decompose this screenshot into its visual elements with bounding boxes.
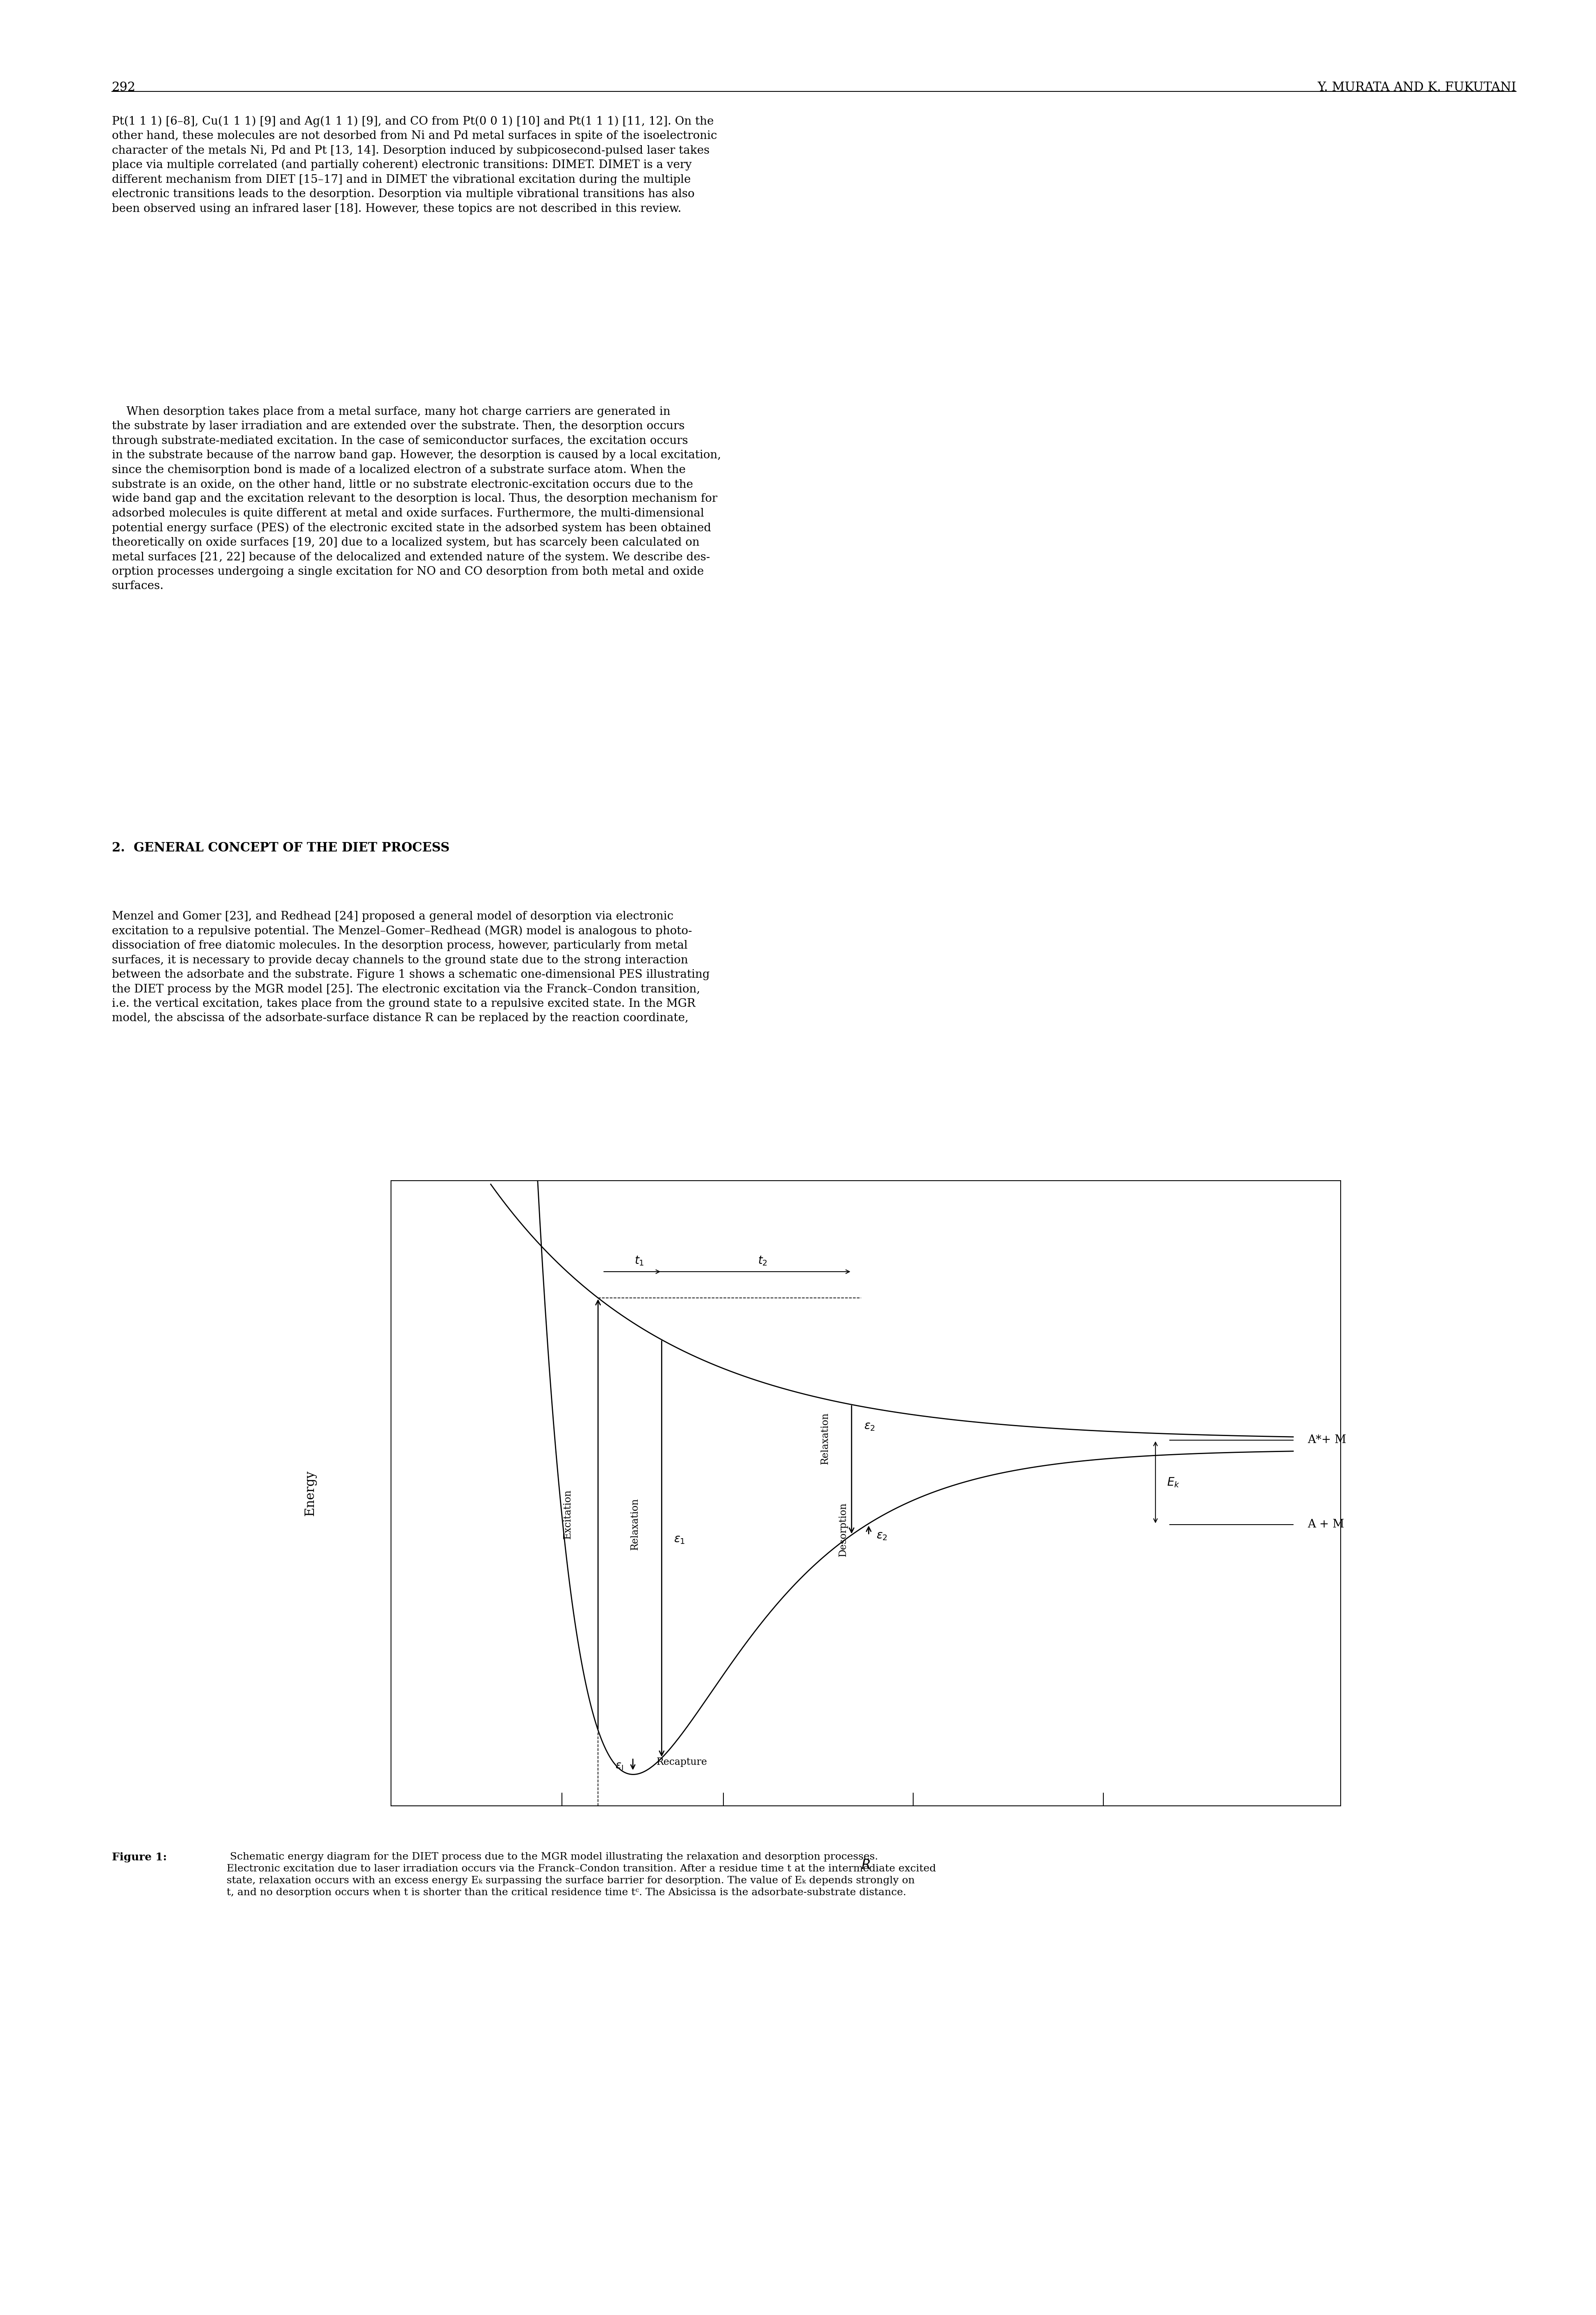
Text: Energy: Energy xyxy=(303,1470,316,1516)
Text: $E_k$: $E_k$ xyxy=(1167,1477,1179,1489)
Text: Recapture: Recapture xyxy=(656,1757,707,1766)
Text: 292: 292 xyxy=(112,81,136,93)
Text: Y. MURATA AND K. FUKUTANI: Y. MURATA AND K. FUKUTANI xyxy=(1317,81,1516,93)
Text: $R$: $R$ xyxy=(862,1859,870,1871)
Text: $t_2$: $t_2$ xyxy=(758,1255,768,1266)
Text: A + M: A + M xyxy=(1307,1519,1344,1530)
Text: Menzel and Gomer [23], and Redhead [24] proposed a general model of desorption v: Menzel and Gomer [23], and Redhead [24] … xyxy=(112,910,710,1023)
Text: Relaxation: Relaxation xyxy=(630,1498,640,1549)
Text: When desorption takes place from a metal surface, many hot charge carriers are g: When desorption takes place from a metal… xyxy=(112,407,721,593)
Text: $\varepsilon_{\rm I}$: $\varepsilon_{\rm I}$ xyxy=(614,1762,624,1771)
Text: Relaxation: Relaxation xyxy=(820,1412,830,1465)
Text: $\varepsilon_2$: $\varepsilon_2$ xyxy=(876,1530,887,1542)
Text: $t_1$: $t_1$ xyxy=(635,1255,645,1266)
Text: $\varepsilon_2$: $\varepsilon_2$ xyxy=(863,1421,875,1433)
Text: Pt(1 1 1) [6–8], Cu(1 1 1) [9] and Ag(1 1 1) [9], and CO from Pt(0 0 1) [10] and: Pt(1 1 1) [6–8], Cu(1 1 1) [9] and Ag(1 … xyxy=(112,116,717,215)
Text: Desorption: Desorption xyxy=(838,1502,847,1556)
Text: $\varepsilon_1$: $\varepsilon_1$ xyxy=(674,1535,685,1544)
Text: Excitation: Excitation xyxy=(563,1489,573,1539)
Text: A*+ M: A*+ M xyxy=(1307,1435,1345,1445)
Text: Figure 1:: Figure 1: xyxy=(112,1852,166,1861)
Text: 2.  GENERAL CONCEPT OF THE DIET PROCESS: 2. GENERAL CONCEPT OF THE DIET PROCESS xyxy=(112,840,450,854)
Text: Schematic energy diagram for the DIET process due to the MGR model illustrating : Schematic energy diagram for the DIET pr… xyxy=(227,1852,935,1898)
